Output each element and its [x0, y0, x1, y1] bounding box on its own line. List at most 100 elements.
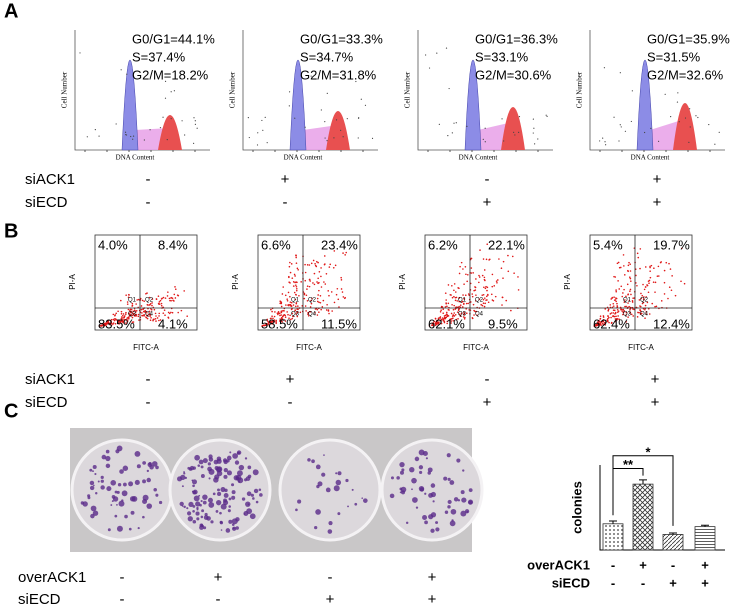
event-dot — [458, 300, 461, 303]
colony — [411, 488, 413, 491]
event-dot — [446, 314, 449, 316]
event-dot — [319, 301, 322, 304]
event-dot — [642, 283, 644, 286]
gate-label: Q4 — [145, 312, 154, 318]
event-dot — [445, 299, 447, 301]
event-dot — [150, 316, 152, 319]
event-dot — [612, 312, 615, 314]
event-dot — [128, 315, 131, 317]
event-dot — [433, 320, 436, 323]
event-dot — [644, 317, 646, 319]
event-dot — [289, 314, 291, 317]
event-dot — [297, 305, 299, 307]
event-dot — [483, 286, 485, 289]
plot-frame — [257, 234, 361, 331]
event-dot — [288, 105, 290, 107]
event-dot — [610, 322, 613, 324]
event-dot — [168, 312, 171, 315]
colony — [136, 464, 141, 469]
event-dot — [618, 140, 620, 142]
colony — [146, 477, 151, 483]
event-dot — [174, 297, 177, 299]
colony — [327, 529, 333, 534]
event-dot — [491, 273, 494, 276]
event-dot — [257, 132, 259, 134]
event-dot — [644, 308, 646, 311]
event-dot — [273, 315, 276, 318]
event-dot — [166, 139, 168, 141]
event-dot — [599, 320, 601, 323]
x-axis-label: DNA Content — [459, 154, 498, 162]
colony — [219, 520, 223, 524]
event-dot — [643, 298, 645, 301]
event-dot — [496, 281, 498, 284]
event-dot — [631, 90, 633, 92]
event-dot — [159, 319, 162, 321]
event-dot — [280, 301, 283, 304]
x-axis-label: FITC-A — [628, 343, 654, 352]
event-dot — [345, 251, 348, 254]
event-dot — [312, 259, 315, 262]
quadrant-percent: 6.2% — [428, 237, 458, 252]
event-dot — [126, 73, 128, 75]
event-dot — [105, 322, 108, 325]
event-dot — [663, 269, 666, 272]
event-dot — [280, 314, 283, 316]
event-dot — [98, 135, 100, 137]
event-dot — [247, 117, 249, 119]
colony — [333, 485, 340, 492]
panel-label: A — [4, 0, 18, 22]
significance: * — [645, 444, 651, 459]
colony — [238, 464, 245, 471]
event-dot — [342, 252, 344, 254]
colony — [243, 511, 249, 516]
event-dot — [114, 314, 116, 316]
event-dot — [434, 322, 437, 325]
event-dot — [120, 299, 122, 302]
event-dot — [630, 293, 632, 296]
event-dot — [131, 314, 134, 317]
event-dot — [626, 283, 629, 286]
event-dot — [451, 296, 454, 299]
event-dot — [171, 311, 174, 314]
colony — [250, 493, 254, 497]
event-dot — [308, 264, 311, 266]
quadrant-percent: 11.5% — [321, 316, 357, 331]
event-dot — [614, 276, 617, 278]
event-dot — [152, 318, 155, 321]
colony — [219, 511, 222, 515]
event-dot — [125, 318, 127, 321]
colony — [146, 469, 150, 473]
sign: - — [216, 591, 221, 608]
sign: + — [701, 575, 709, 590]
event-dot — [300, 281, 302, 283]
event-dot — [325, 272, 328, 275]
event-dot — [289, 282, 291, 284]
colony — [231, 490, 236, 495]
event-dot — [164, 97, 167, 99]
colony — [241, 497, 246, 501]
event-dot — [452, 314, 455, 317]
event-dot — [667, 297, 669, 300]
gate-label: Q4 — [640, 312, 649, 318]
colony — [201, 524, 204, 527]
colony — [191, 479, 194, 482]
event-dot — [436, 321, 439, 324]
event-dot — [628, 305, 630, 308]
event-dot — [323, 281, 325, 283]
event-dot — [127, 296, 130, 299]
event-dot — [629, 277, 632, 280]
colony — [207, 462, 211, 466]
colony — [317, 481, 323, 487]
event-dot — [639, 248, 642, 250]
event-dot — [670, 116, 672, 118]
event-dot — [282, 315, 284, 318]
event-dot — [86, 136, 88, 138]
event-dot — [611, 297, 614, 299]
colony — [116, 525, 123, 532]
colony — [92, 510, 99, 516]
event-dot — [485, 295, 488, 298]
event-dot — [170, 299, 172, 302]
event-dot — [457, 317, 459, 320]
event-dot — [465, 312, 468, 315]
